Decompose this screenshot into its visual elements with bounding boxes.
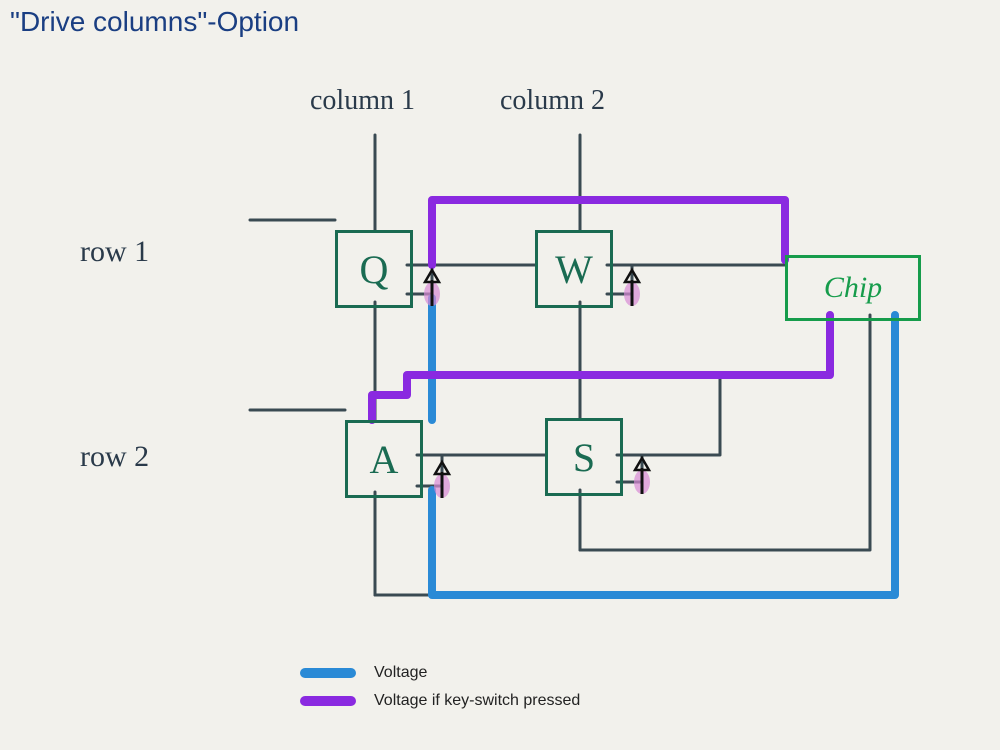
- legend-voltage-row: Voltage: [300, 664, 580, 682]
- key-q: Q: [335, 230, 413, 308]
- legend-pressed-row: Voltage if key-switch pressed: [300, 692, 580, 710]
- legend-pressed-label: Voltage if key-switch pressed: [374, 692, 580, 710]
- key-w: W: [535, 230, 613, 308]
- key-s: S: [545, 418, 623, 496]
- legend-voltage-label: Voltage: [374, 664, 427, 682]
- wiring-diagram: [0, 0, 1000, 750]
- legend: Voltage Voltage if key-switch pressed: [300, 664, 580, 720]
- chip-box: Chip: [785, 255, 921, 321]
- key-a: A: [345, 420, 423, 498]
- legend-pressed-swatch: [300, 696, 356, 706]
- legend-voltage-swatch: [300, 668, 356, 678]
